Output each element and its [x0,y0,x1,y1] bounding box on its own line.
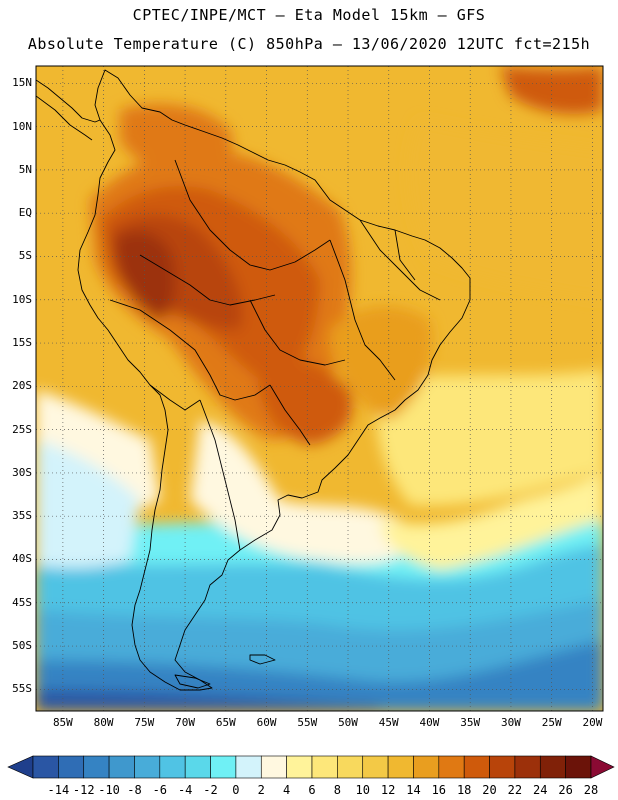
latitude-label: 30S [12,465,32,479]
country-borders [269,384,311,446]
tierra-del-fuego [174,674,211,689]
colorbar-swatch [387,755,414,779]
longitude-label: 35W [460,716,481,729]
country-borders [329,239,396,381]
temperature-field [36,66,603,711]
longitude-label: 20W [582,716,603,729]
latitude-label: 50S [12,639,32,653]
colorbar-swatch [286,755,313,779]
latitude-label: 40S [12,552,32,566]
colorbar-tick-label: 0 [232,783,240,797]
longitude-label: 80W [93,716,114,729]
colorbar-swatch [337,755,364,779]
country-borders [149,384,201,411]
longitude-label: 85W [52,716,73,729]
colorbar-tick-label: 2 [257,783,265,797]
latitude-label: 35S [12,509,32,523]
colorbar-swatch [362,755,389,779]
latitude-label: 10S [12,292,32,306]
colorbar-tick-label: -4 [177,783,193,797]
colorbar-swatch [58,755,85,779]
longitude-label: 65W [215,716,236,729]
latitude-label: 25S [12,422,32,436]
longitude-label: 50W [338,716,358,729]
country-borders [139,254,276,306]
colorbar-swatch [210,755,237,779]
colorbar-swatch [311,755,338,779]
map-frame [35,65,604,712]
latitude-label: 15N [12,76,32,90]
latitude-label: 20S [12,379,32,393]
graticule [36,66,603,711]
colorbar-tick-label: 4 [283,783,291,797]
colorbar-swatch [514,755,541,779]
longitude-label: 70W [175,716,196,729]
colorbar-swatch [83,755,110,779]
colorbar-swatch [235,755,262,779]
chart-title-line-2: Absolute Temperature (C) 850hPa – 13/06/… [27,35,591,53]
colorbar-min-arrow [7,755,34,779]
colorbar-swatch [108,755,135,779]
colorbar-swatch [489,755,516,779]
colorbar-tick-label: 26 [558,783,573,797]
colorbar-max-arrow [590,755,615,779]
colorbar-swatch [134,755,161,779]
colorbar-swatch [565,755,592,779]
chart-title-line-1: CPTEC/INPE/MCT – Eta Model 15km – GFS [132,6,486,24]
colorbar-swatch [463,755,490,779]
latitude-label: 45S [12,595,32,609]
central-america-coastline-north [36,95,93,141]
latitude-label: 5N [18,162,32,176]
colorbar-swatch [184,755,211,779]
colorbar-swatch [539,755,566,779]
colorbar-tick-label: -6 [152,783,168,797]
colorbar-tick-label: 8 [333,783,341,797]
colorbar-tick-label: -2 [203,783,218,797]
colorbar-tick-label: 14 [406,783,421,797]
longitude-label: 45W [378,716,399,729]
longitude-label: 55W [297,716,318,729]
colorbar [7,755,615,779]
colorbar-tick-label: 6 [308,783,316,797]
colorbar-swatch [32,755,59,779]
colorbar-tick-label: -10 [98,783,120,797]
longitude-label: 60W [256,716,277,729]
latitude-label: 55S [12,682,32,696]
colorbar-tick-label: -12 [72,783,95,797]
colorbar-tick-label: 20 [482,783,497,797]
falkland-islands [249,654,276,665]
colorbar-tick-label: 28 [583,783,599,797]
country-borders [174,159,331,271]
coastlines-and-borders [36,69,471,691]
longitude-label: 75W [134,716,155,729]
country-borders [394,229,416,281]
country-borders [359,219,441,301]
colorbar-tick-label: 24 [533,783,548,797]
colorbar-tick-label: 18 [456,783,472,797]
colorbar-tick-label: 22 [507,783,523,797]
longitude-label: 30W [501,716,521,729]
colorbar-tick-label: 12 [380,783,396,797]
latitude-label: 10N [12,119,32,133]
colorbar-tick-label: -8 [127,783,142,797]
colorbar-tick-label: 16 [431,783,447,797]
south-america-coastline [77,69,471,691]
country-borders [199,399,241,551]
colorbar-swatch [438,755,465,779]
colorbar-tick-label: 10 [355,783,370,797]
colorbar-swatch [260,755,287,779]
latitude-label: 5S [18,249,32,263]
country-borders [249,299,346,366]
colorbar-swatch [159,755,186,779]
colorbar-swatch [413,755,440,779]
colorbar-tick-label: -14 [47,783,70,797]
country-borders [109,299,271,401]
latitude-label: EQ [18,206,32,220]
central-america-coastline [36,79,101,123]
latitude-label: 15S [12,336,32,350]
longitude-label: 40W [419,716,440,729]
longitude-label: 25W [541,716,562,729]
